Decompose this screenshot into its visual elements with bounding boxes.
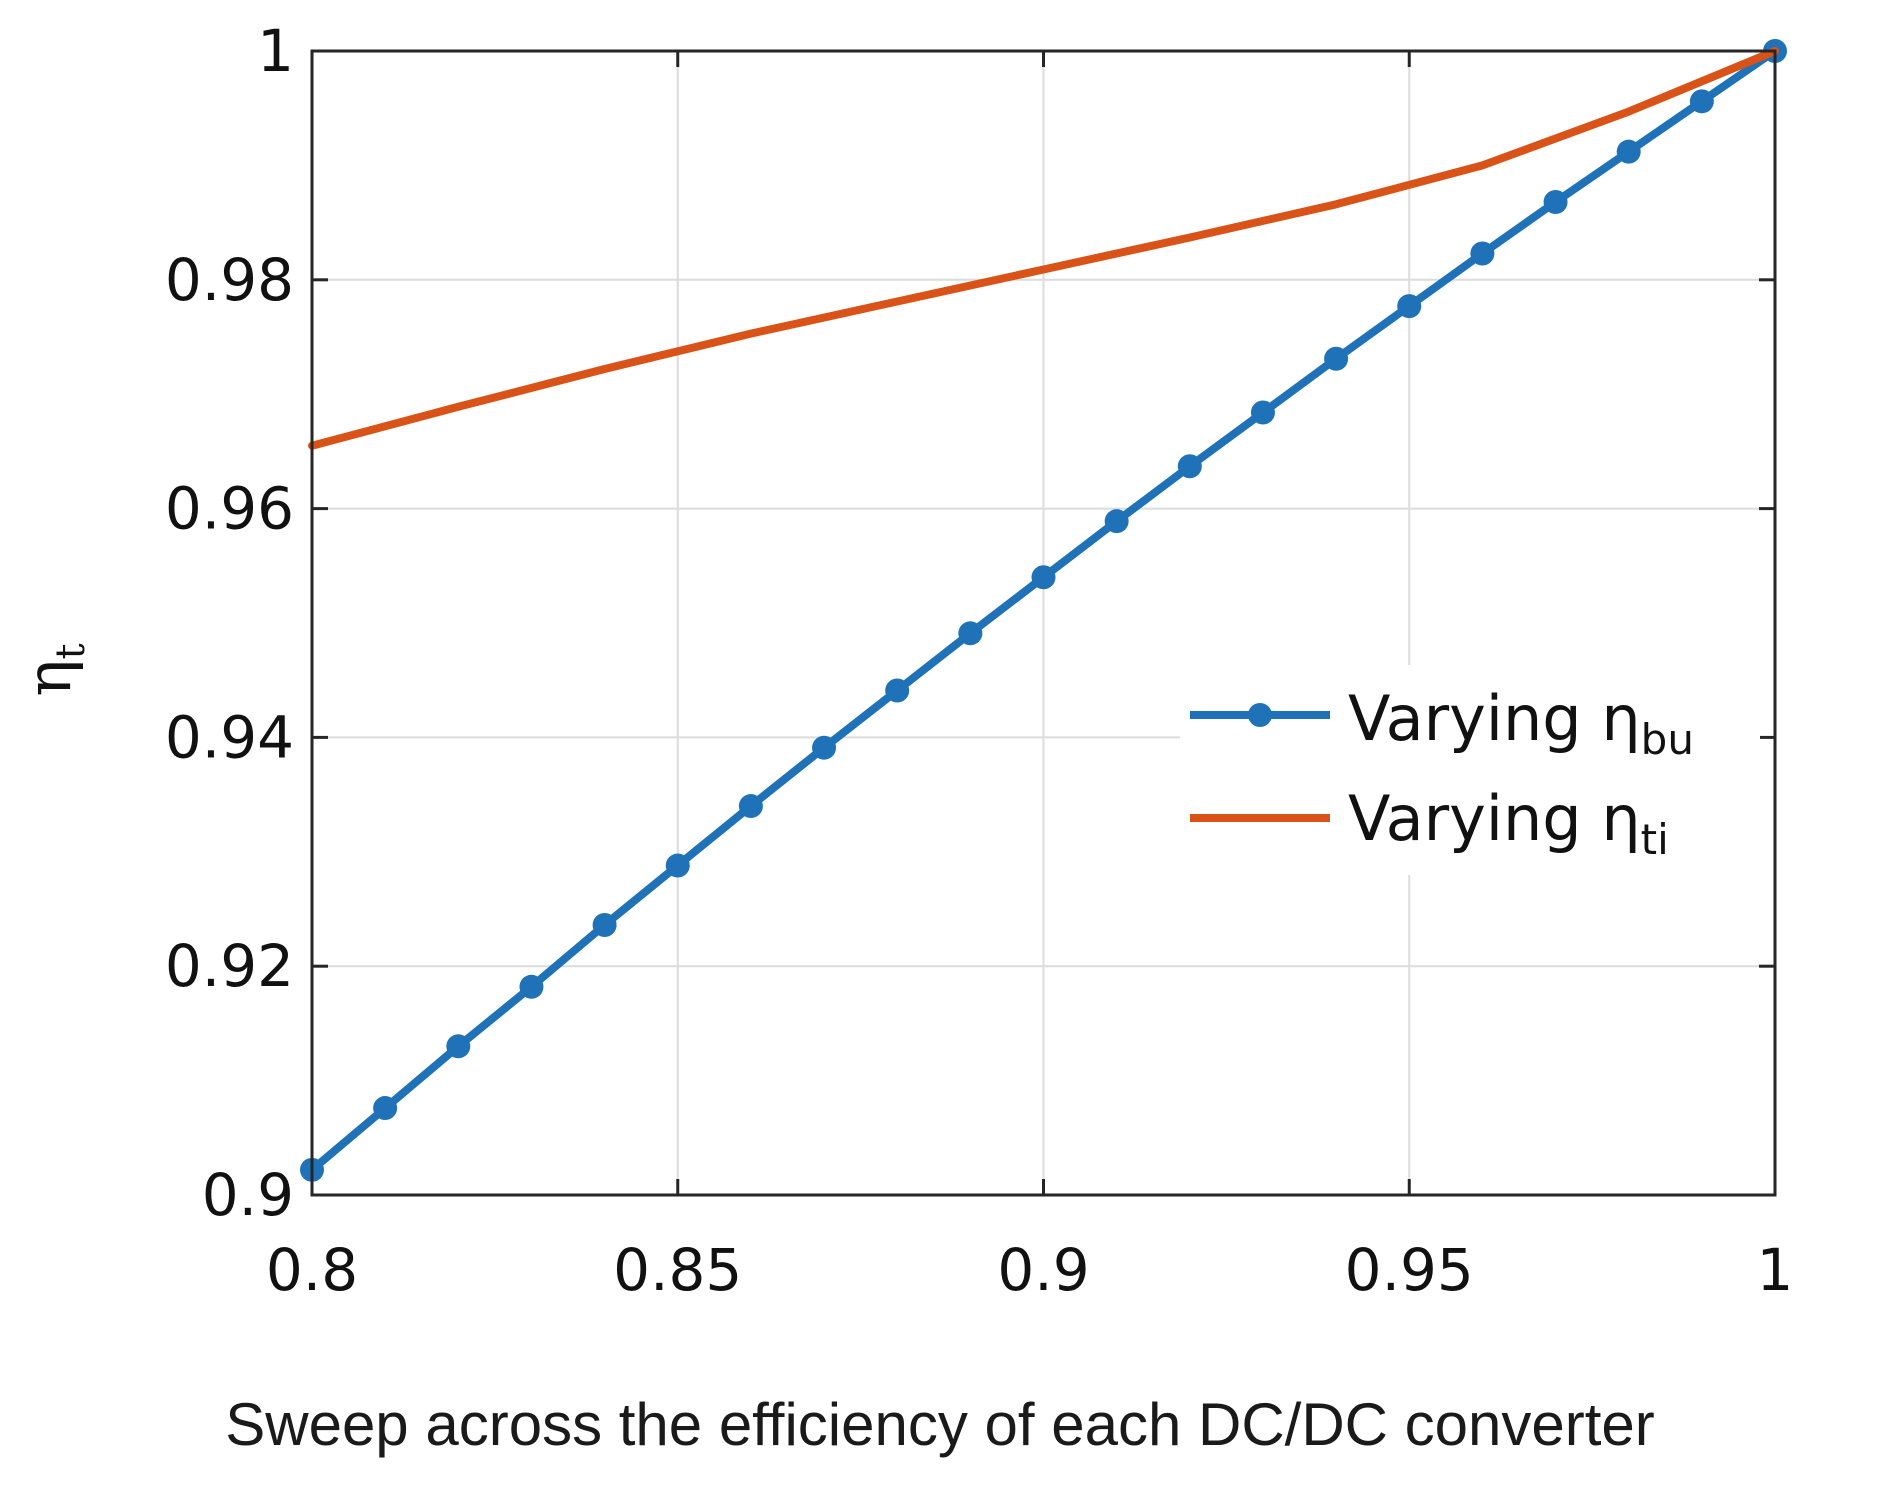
legend-label-sub: ti (1641, 815, 1669, 864)
y-axis-label-symbol: η (12, 659, 85, 696)
x-tick-label: 0.9 (997, 1236, 1089, 1304)
y-tick-label: 0.92 (165, 932, 294, 1000)
data-point-varying-eta-bu (1031, 565, 1056, 590)
x-tick-label: 1 (1757, 1236, 1794, 1304)
data-point-varying-eta-bu (738, 794, 763, 819)
y-tick-label: 0.98 (165, 246, 294, 314)
legend-label-main: Varying η (1348, 782, 1641, 855)
x-tick-label: 0.85 (613, 1236, 742, 1304)
y-tick-label: 0.94 (165, 703, 294, 771)
data-point-varying-eta-bu (1104, 509, 1129, 534)
data-point-varying-eta-bu (1470, 241, 1495, 266)
data-point-varying-eta-bu (665, 853, 690, 878)
legend-label-varying-eta-ti: Varying ηti (1348, 782, 1669, 864)
data-point-varying-eta-bu (1324, 346, 1349, 371)
legend-label-varying-eta-bu: Varying ηbu (1348, 682, 1694, 764)
series-line-varying-eta-ti (308, 47, 1779, 450)
y-axis-label-subscript: t (48, 643, 94, 659)
data-point-varying-eta-bu (519, 974, 544, 999)
x-tick-label: 0.8 (266, 1236, 358, 1304)
y-tick-label: 0.96 (165, 475, 294, 543)
y-tick-labels: 0.9 0.92 0.94 0.96 0.98 1 (165, 17, 294, 1229)
tick-marks (310, 49, 1777, 1197)
legend: Varying ηbu Varying ηti (1180, 665, 1760, 875)
legend-background (1180, 665, 1760, 875)
x-tick-label: 0.95 (1345, 1236, 1474, 1304)
data-point-varying-eta-bu (1616, 139, 1641, 164)
data-point-varying-eta-bu (446, 1034, 471, 1059)
x-tick-labels: 0.8 0.85 0.9 0.95 1 (266, 1236, 1794, 1304)
data-point-varying-eta-bu (373, 1096, 398, 1121)
legend-label-sub: bu (1641, 715, 1694, 764)
data-point-varying-eta-bu (1177, 454, 1202, 479)
data-point-varying-eta-bu (592, 913, 617, 938)
data-point-varying-eta-bu (1397, 294, 1422, 319)
data-point-varying-eta-bu (885, 678, 910, 703)
data-point-varying-eta-bu (1689, 89, 1714, 114)
data-point-varying-eta-bu (1250, 400, 1275, 425)
data-point-varying-eta-bu (812, 735, 837, 760)
legend-marker-varying-eta-bu (1248, 703, 1272, 727)
data-point-varying-eta-bu (1543, 190, 1568, 215)
y-tick-label: 1 (257, 17, 294, 85)
x-axis-label: Sweep across the efficiency of each DC/D… (225, 1391, 1655, 1458)
legend-label-main: Varying η (1348, 682, 1641, 755)
y-tick-label: 0.9 (202, 1161, 294, 1229)
data-point-varying-eta-bu (958, 621, 983, 646)
y-axis-label: ηt (12, 643, 94, 696)
